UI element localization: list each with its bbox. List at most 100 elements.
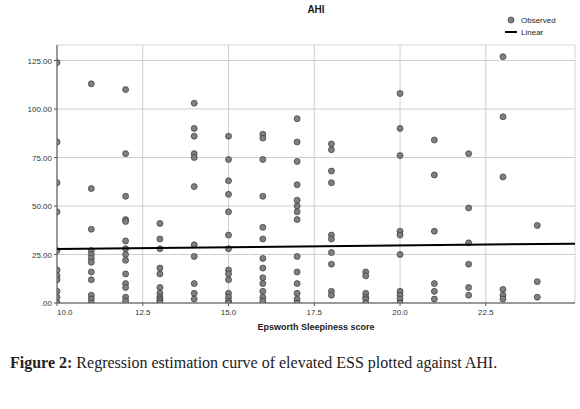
observed-point xyxy=(260,224,266,230)
legend-label: Observed xyxy=(521,16,556,25)
observed-point xyxy=(88,300,94,303)
y-axis-line xyxy=(57,45,58,303)
observed-point xyxy=(431,137,437,143)
observed-point xyxy=(397,252,403,258)
legend-symbol xyxy=(505,31,517,33)
observed-point xyxy=(328,168,334,174)
observed-point xyxy=(328,261,334,267)
observed-point xyxy=(500,174,506,180)
plot-background xyxy=(57,45,575,303)
observed-point xyxy=(57,288,60,294)
observed-point xyxy=(466,292,472,298)
observed-point xyxy=(57,209,60,215)
observed-point xyxy=(226,271,232,277)
observed-point xyxy=(226,156,232,162)
observed-point xyxy=(157,220,163,226)
observed-point xyxy=(260,281,266,287)
observed-point xyxy=(431,288,437,294)
observed-point xyxy=(88,186,94,192)
observed-point xyxy=(294,139,300,145)
observed-point xyxy=(534,279,540,285)
y-tick-label: 100.00 xyxy=(28,105,53,114)
observed-point xyxy=(294,217,300,223)
observed-point xyxy=(534,222,540,228)
x-tick-label: 12.5 xyxy=(135,308,151,317)
observed-point xyxy=(191,125,197,131)
x-tick-label: 17.5 xyxy=(306,308,322,317)
observed-point xyxy=(123,151,129,157)
observed-point xyxy=(260,298,266,303)
observed-point xyxy=(294,253,300,259)
observed-point xyxy=(431,228,437,234)
observed-point xyxy=(157,271,163,277)
x-grid-line xyxy=(400,45,401,303)
observed-point xyxy=(294,158,300,164)
observed-point xyxy=(123,252,129,258)
observed-point xyxy=(191,296,197,302)
legend-label: Linear xyxy=(521,28,544,37)
y-tick xyxy=(54,157,57,158)
observed-point xyxy=(157,236,163,242)
observed-point xyxy=(328,236,334,242)
observed-point xyxy=(294,116,300,122)
observed-point xyxy=(260,288,266,294)
observed-point xyxy=(466,205,472,211)
observed-point xyxy=(294,269,300,275)
observed-point xyxy=(157,265,163,271)
y-tick-label: 50.00 xyxy=(32,202,53,211)
observed-point xyxy=(294,197,300,203)
observed-point xyxy=(260,193,266,199)
plot-frame xyxy=(57,45,575,303)
y-tick xyxy=(54,206,57,207)
observed-point xyxy=(123,257,129,263)
x-tick-label: 10.0 xyxy=(57,308,73,317)
observed-point xyxy=(500,54,506,60)
y-tick xyxy=(54,254,57,255)
x-grid-line xyxy=(485,45,486,303)
x-tick xyxy=(142,303,143,306)
observed-point xyxy=(363,300,369,303)
observed-point xyxy=(466,151,472,157)
observed-point xyxy=(260,275,266,281)
observed-point xyxy=(123,284,129,290)
legend-symbol xyxy=(508,17,514,23)
observed-point xyxy=(260,236,266,242)
observed-point xyxy=(57,139,60,145)
observed-point xyxy=(191,184,197,190)
chart-title: AHI xyxy=(307,4,324,15)
observed-point xyxy=(260,265,266,271)
caption: Figure 2: Regression estimation curve of… xyxy=(10,352,575,374)
observed-point xyxy=(123,193,129,199)
observed-point xyxy=(363,273,369,279)
x-axis-label: Epsworth Sleepiness score xyxy=(257,322,374,332)
y-tick xyxy=(54,60,57,61)
y-tick-label: 75.00 xyxy=(32,154,53,163)
observed-point xyxy=(397,90,403,96)
observed-point xyxy=(500,296,506,302)
observed-point xyxy=(57,180,60,186)
caption-label: Figure 2: xyxy=(10,354,72,371)
observed-point xyxy=(500,114,506,120)
observed-point xyxy=(260,255,266,261)
observed-point xyxy=(157,284,163,290)
y-grid-line xyxy=(57,60,575,61)
observed-point xyxy=(294,300,300,303)
observed-point xyxy=(294,281,300,287)
observed-point xyxy=(191,281,197,287)
x-grid-line xyxy=(314,45,315,303)
observed-point xyxy=(57,294,60,300)
x-grid-line xyxy=(57,45,58,303)
x-grid-line xyxy=(142,45,143,303)
observed-point xyxy=(466,284,472,290)
observed-point xyxy=(294,290,300,296)
y-grid-line xyxy=(57,303,575,304)
observed-point xyxy=(57,59,60,65)
observed-point xyxy=(397,300,403,303)
y-tick-label: .00 xyxy=(41,299,53,308)
observed-point xyxy=(328,292,334,298)
x-axis-line xyxy=(57,303,575,304)
observed-point xyxy=(397,125,403,131)
y-grid-line xyxy=(57,157,575,158)
observed-point xyxy=(226,178,232,184)
observed-point xyxy=(397,232,403,238)
